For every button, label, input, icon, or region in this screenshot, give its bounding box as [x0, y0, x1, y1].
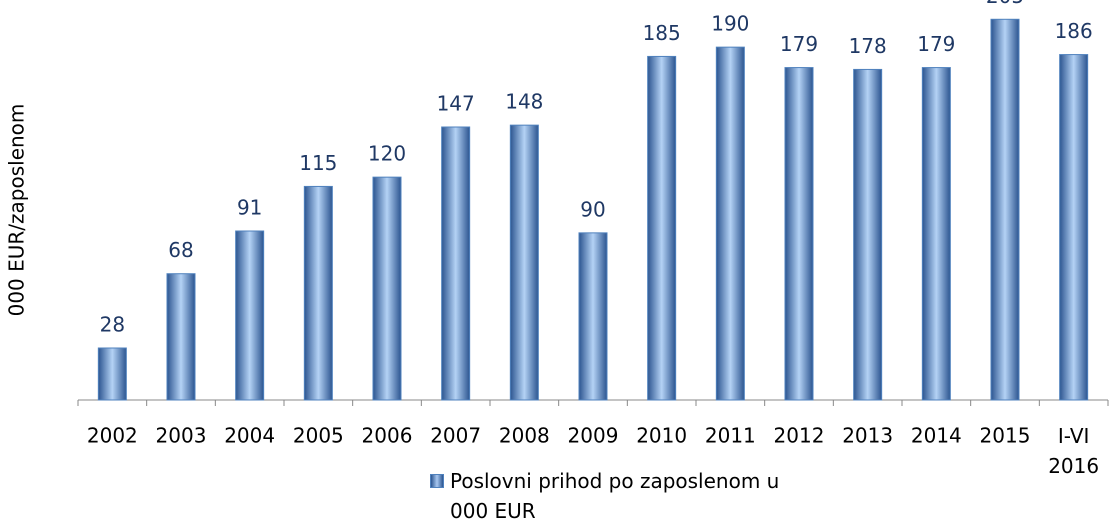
- x-tick-label: 2009: [568, 424, 619, 448]
- bar: [784, 67, 814, 401]
- x-tick-label: 2007: [430, 424, 481, 448]
- bar: [921, 67, 951, 401]
- bar: [1059, 54, 1089, 401]
- value-label: 178: [849, 34, 887, 58]
- x-tick-label: 2015: [980, 424, 1031, 448]
- x-tick-label: 2003: [156, 424, 207, 448]
- value-label: 185: [643, 21, 681, 45]
- legend: Poslovni prihod po zaposlenom u 000 EUR: [430, 466, 810, 524]
- y-axis-label: 000 EUR/zaposlenom: [5, 104, 29, 317]
- x-tick-label: 2014: [911, 424, 962, 448]
- x-tick-label: 2006: [362, 424, 413, 448]
- value-label: 179: [780, 32, 818, 56]
- value-label: 147: [437, 92, 475, 116]
- value-label: 91: [237, 196, 262, 220]
- legend-label: Poslovni prihod po zaposlenom u 000 EUR: [450, 469, 780, 523]
- bar: [990, 18, 1020, 401]
- value-label: 68: [168, 238, 193, 262]
- value-label: 148: [505, 90, 543, 114]
- value-label: 179: [917, 32, 955, 56]
- bar: [441, 126, 471, 401]
- bar: [166, 273, 196, 401]
- bar: [235, 230, 265, 401]
- legend-swatch: [430, 474, 444, 488]
- bar: [509, 124, 539, 401]
- value-label: 90: [580, 197, 605, 221]
- value-label: 115: [299, 151, 337, 175]
- x-tick-label: 2013: [842, 424, 893, 448]
- bar: [303, 185, 333, 401]
- value-label: 186: [1055, 19, 1093, 43]
- x-tick-label: 2012: [774, 424, 825, 448]
- x-tick-label: 2002: [87, 424, 138, 448]
- x-tick-label: 2004: [224, 424, 275, 448]
- value-label: 28: [100, 313, 125, 337]
- value-label: 120: [368, 142, 406, 166]
- bar: [372, 176, 402, 401]
- bar: [853, 68, 883, 401]
- x-tick-label: 2011: [705, 424, 756, 448]
- value-label: 205: [986, 0, 1024, 8]
- value-label: 190: [711, 12, 749, 36]
- bar: [647, 55, 677, 401]
- bar: [715, 46, 745, 401]
- bar: [578, 232, 608, 401]
- bar: [97, 347, 127, 401]
- x-tick-label: 2010: [636, 424, 687, 448]
- x-tick-label: 2005: [293, 424, 344, 448]
- x-tick-label: I-VI 2016: [1048, 424, 1099, 478]
- x-tick-label: 2008: [499, 424, 550, 448]
